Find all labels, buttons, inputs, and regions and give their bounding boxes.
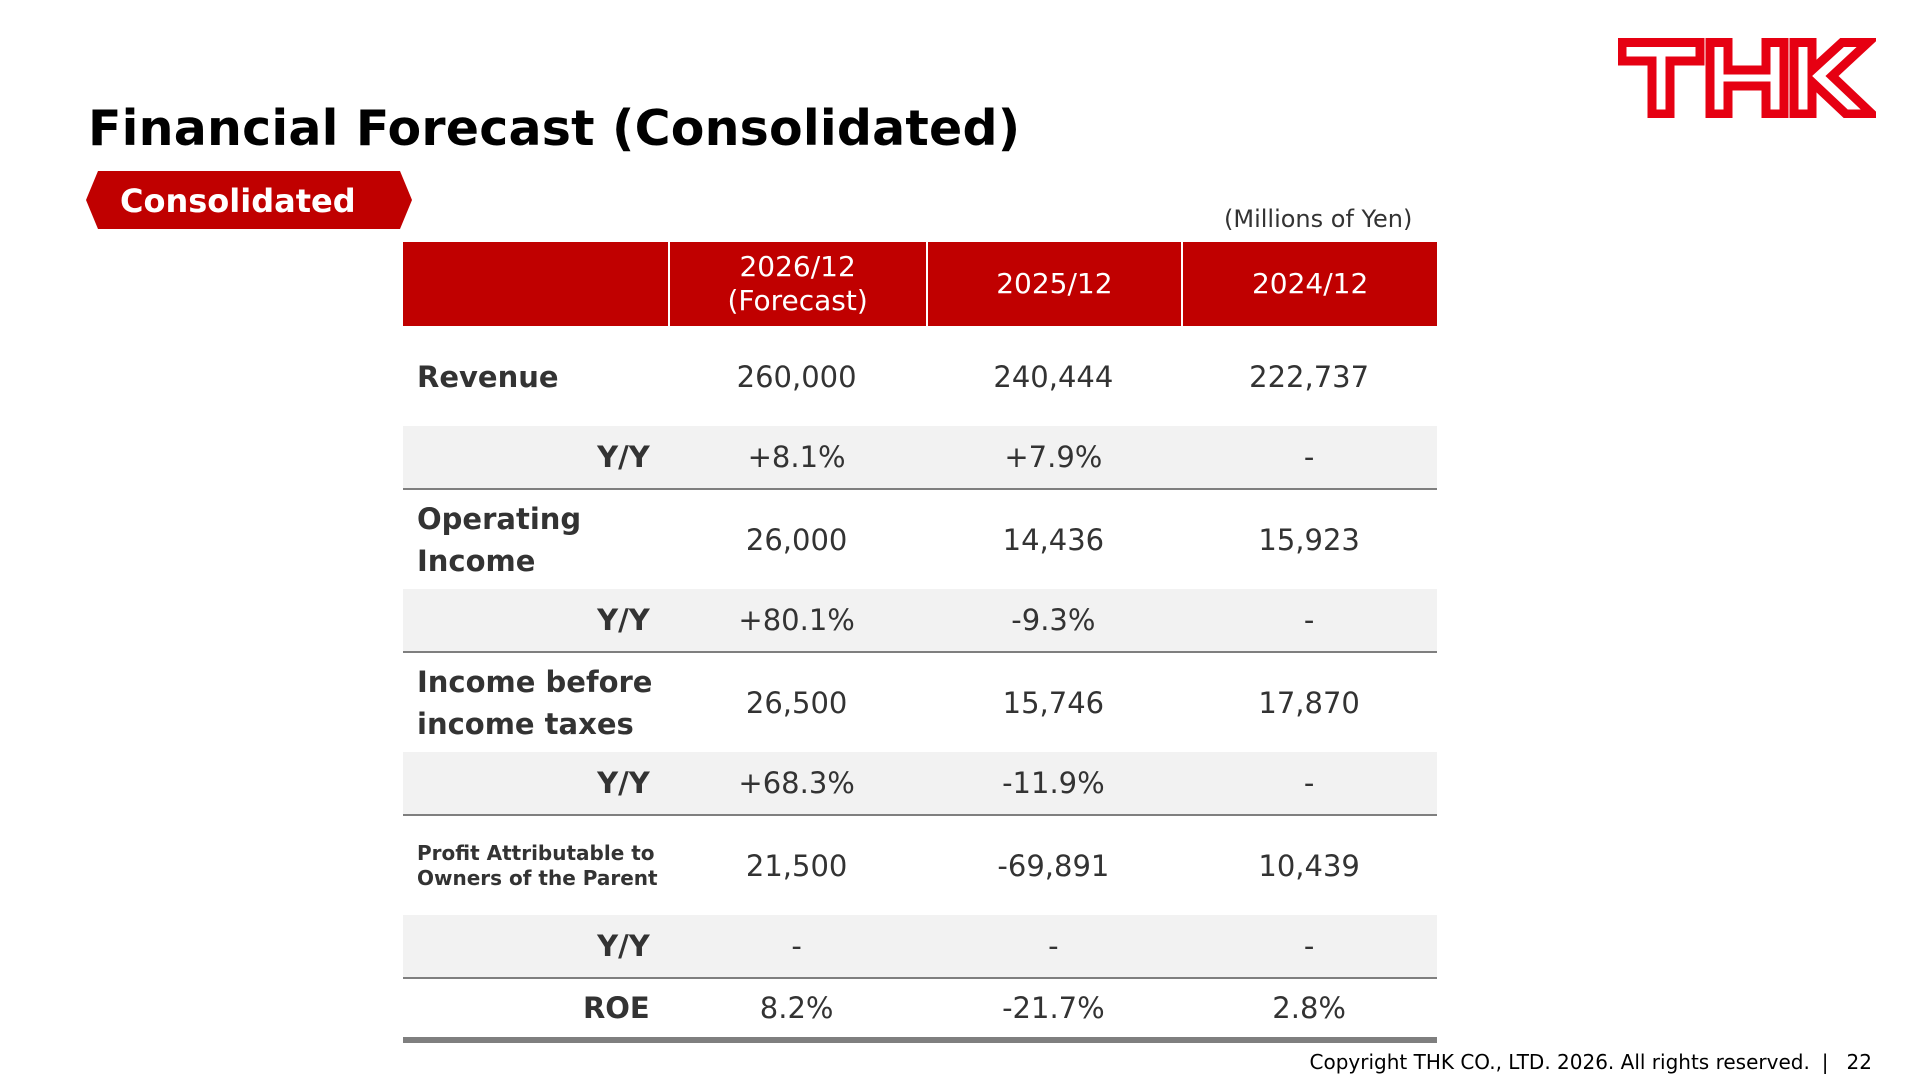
cell-value: 240,444 [993,359,1114,394]
header-2026-line1: 2026/12 [739,250,856,283]
row-label-line: Income before [417,664,653,699]
row-label: Income before income taxes [403,661,668,745]
thk-logo [1618,38,1876,118]
page-title: Financial Forecast (Consolidated) [88,100,1021,157]
financial-table: 2026/12 (Forecast) 2025/12 2024/12 Reven… [403,242,1437,1043]
footer-separator: | [1821,1050,1829,1074]
cell-value: 17,870 [1258,685,1360,720]
cell-value: - [1303,929,1315,963]
table-row-roe: ROE 8.2% -21.7% 2.8% [403,979,1437,1043]
header-2026: 2026/12 (Forecast) [667,242,926,326]
cell-value: -21.7% [1002,991,1105,1025]
row-label: ROE [582,991,650,1025]
cell-value: -69,891 [997,848,1110,883]
cell-value: +68.3% [738,766,855,800]
row-label: Profit Attributable to Owners of the Par… [403,841,668,891]
section-tag-label: Consolidated [120,182,356,220]
table-row-yy: Y/Y +80.1% -9.3% - [403,589,1437,653]
cell-value: -9.3% [1011,603,1096,637]
table-row-operating-income: Operating Income 26,000 14,436 15,923 [403,490,1437,589]
table-row-yy: Y/Y - - - [403,915,1437,979]
table-row-income-before-taxes: Income before income taxes 26,500 15,746… [403,653,1437,752]
row-label: Revenue [417,359,559,394]
unit-note: (Millions of Yen) [1224,205,1413,233]
cell-value: - [1048,929,1059,963]
cell-value: - [1303,766,1315,800]
cell-value: 15,746 [1002,685,1105,720]
cell-value: - [1303,603,1315,637]
row-label-line: Owners of the Parent [417,865,658,890]
header-blank-cell [403,242,668,326]
table-row-yy: Y/Y +8.1% +7.9% - [403,426,1437,490]
cell-value: 10,439 [1258,848,1360,883]
cell-value: 260,000 [736,359,857,394]
cell-value: -11.9% [1002,766,1105,800]
table-row-yy: Y/Y +68.3% -11.9% - [403,752,1437,816]
row-label-line: Profit Attributable to [417,840,655,865]
cell-value: 222,737 [1249,359,1370,394]
cell-value: 21,500 [745,848,848,883]
cell-value: +80.1% [738,603,855,637]
copyright-text: Copyright THK CO., LTD. 2026. All rights… [1309,1050,1810,1074]
page-number: 22 [1846,1050,1872,1074]
header-2024: 2024/12 [1181,242,1437,326]
row-label: Operating Income [403,498,668,582]
cell-value: 14,436 [1002,522,1105,557]
table-header-row: 2026/12 (Forecast) 2025/12 2024/12 [403,242,1437,326]
cell-value: 8.2% [759,991,834,1025]
row-label-line: Operating [417,501,582,536]
cell-value: 15,923 [1258,522,1360,557]
cell-value: +8.1% [747,440,846,474]
table-row-profit-attributable: Profit Attributable to Owners of the Par… [403,816,1437,915]
header-2026-line2: (Forecast) [727,284,868,317]
cell-value: +7.9% [1004,440,1103,474]
footer: Copyright THK CO., LTD. 2026. All rights… [1310,1050,1872,1074]
header-2025: 2025/12 [925,242,1182,326]
row-label: Y/Y [597,440,650,474]
row-label-line: Income [417,543,536,578]
cell-value: 26,500 [745,685,848,720]
section-tag: Consolidated [86,171,412,229]
row-label: Y/Y [597,603,650,637]
cell-value: - [1303,440,1315,474]
row-label-line: income taxes [417,706,634,741]
cell-value: 2.8% [1272,991,1346,1025]
cell-value: - [791,929,802,963]
table-row-revenue: Revenue 260,000 240,444 222,737 [403,327,1437,426]
row-label: Y/Y [597,766,650,800]
cell-value: 26,000 [745,522,848,557]
row-label: Y/Y [597,929,650,963]
